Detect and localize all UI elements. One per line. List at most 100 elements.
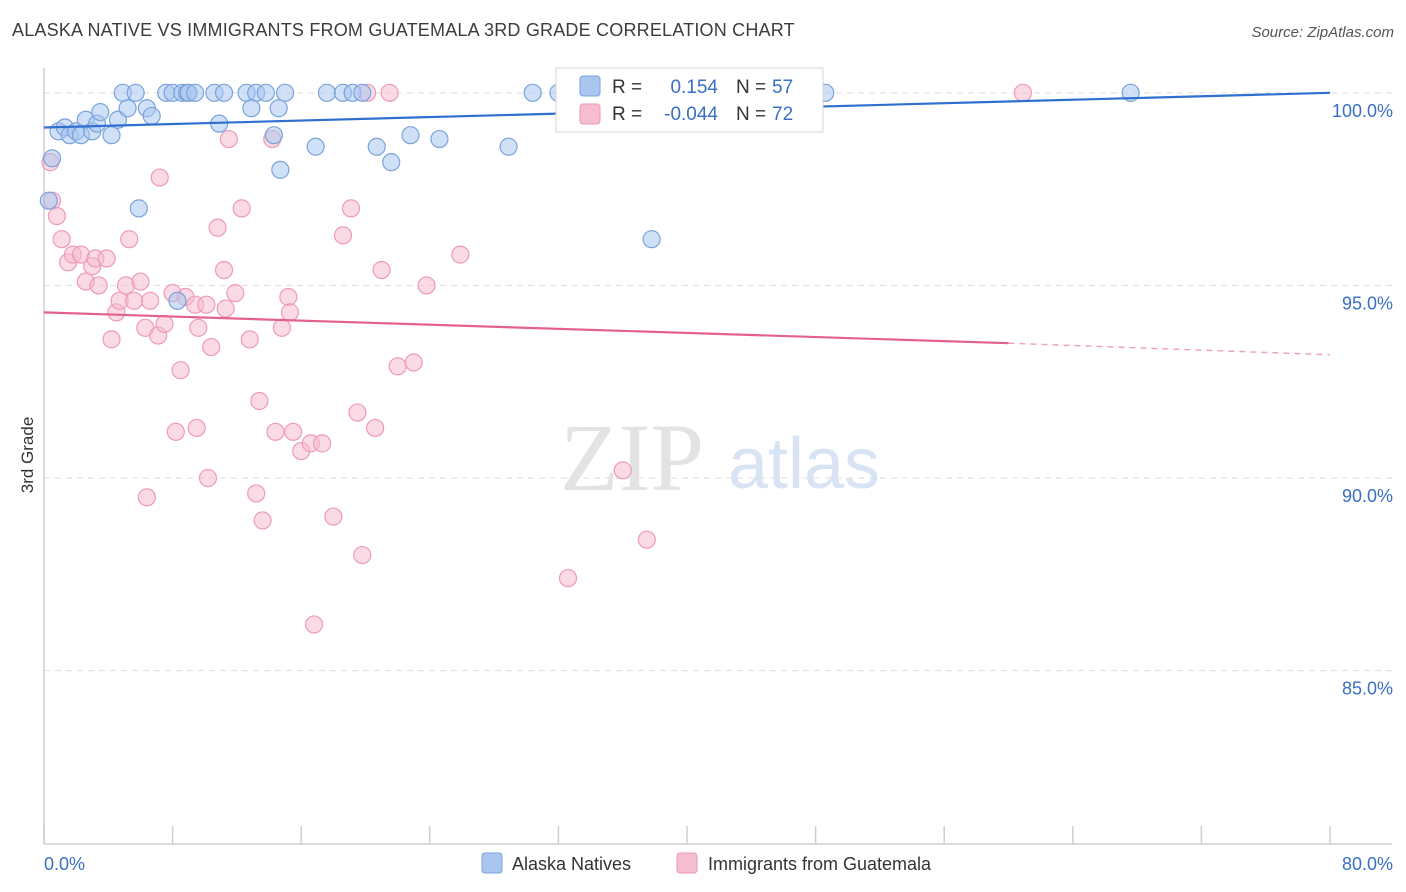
legend-alaska-swatch [481,852,503,874]
alaska-point [214,83,234,102]
watermark-zip: ZIP [560,404,704,511]
stats-legend: R = 0.154 N = 57 R = -0.044 N = 72 [555,67,824,133]
alaska-point [42,149,62,168]
guatemala-point [312,434,332,453]
alaska-point [430,129,449,149]
y-tick-labels: 100.0% 95.0% 90.0% 85.0% [1332,101,1393,699]
guatemala-point [232,199,251,218]
alaska-point [256,83,275,102]
guatemala-point [348,403,367,422]
alaska-point [499,137,518,156]
chart-source: Source: ZipAtlas.com [1251,24,1394,41]
guatemala-point [198,468,218,488]
stats-blue-n-value: 57 [772,77,793,98]
guatemala-point [637,530,656,549]
guatemala-point [216,299,235,318]
legend-guatemala-label: Immigrants from Guatemala [708,854,932,874]
guatemala-point [140,291,160,310]
guatemala-point [137,488,156,507]
guatemala-point [253,511,272,530]
watermark-atlas: atlas [728,424,880,504]
guatemala-point [324,507,343,526]
series-guatemala-points [41,83,1033,634]
guatemala-point [226,284,245,303]
guatemala-trend-line [43,311,1009,345]
guatemala-point [214,260,234,280]
stats-pink-n-value: 72 [772,104,793,125]
guatemala-point [417,276,436,295]
alaska-point [401,126,420,145]
alaska-point [642,230,661,249]
alaska-point [523,83,542,102]
chart-title: ALASKA NATIVE VS IMMIGRANTS FROM GUATEMA… [12,20,795,40]
alaska-point [129,199,148,218]
y-axis-label: 3rd Grade [18,417,37,494]
y-tick-label: 85.0% [1342,679,1393,699]
guatemala-point [304,615,324,634]
legend-guatemala-swatch [676,852,698,874]
x-tick-label-min: 0.0% [44,854,85,874]
alaska-point [367,137,386,156]
guatemala-point [97,249,116,268]
guatemala-point [250,391,269,411]
guatemala-point [219,129,238,149]
bottom-legend: Alaska Natives Immigrants from Guatemala [481,852,932,874]
guatemala-point [333,226,353,245]
guatemala-point [102,330,121,349]
guatemala-point [1013,83,1033,102]
y-tick-label: 100.0% [1332,101,1393,121]
guatemala-point [189,318,208,337]
guatemala-point [558,569,578,588]
guatemala-point [372,260,391,280]
axes [43,68,1392,845]
guatemala-point [404,353,423,372]
guatemala-point [240,330,259,349]
stats-pink-n-label: N = [736,104,766,125]
alaska-point [264,126,283,145]
y-tick-label: 90.0% [1342,486,1393,506]
alaska-point [242,99,261,118]
stats-legend-box [555,67,824,133]
alaska-point [168,291,187,310]
guatemala-trend-extension [1008,342,1331,356]
alaska-point [353,83,372,102]
guatemala-point [247,484,266,503]
guatemala-point [208,218,227,237]
guatemala-point [155,314,174,334]
stats-pink-swatch [579,103,601,125]
stats-blue-r-value: 0.154 [670,77,718,98]
alaska-point [271,160,290,179]
guatemala-point [150,168,169,187]
alaska-point [317,83,337,102]
guatemala-point [171,361,190,380]
guatemala-point [202,337,221,357]
guatemala-point [197,295,216,314]
guatemala-point [279,287,298,307]
guatemala-point [124,291,144,310]
alaska-point [382,153,401,172]
alaska-point [91,102,110,122]
guatemala-point [284,422,303,441]
gridlines [44,92,1392,672]
alaska-point [186,83,205,102]
alaska-point [102,126,121,145]
alaska-point [306,137,325,156]
stats-blue-n-label: N = [736,77,766,98]
guatemala-point [131,272,150,291]
stats-blue-swatch [579,75,601,97]
legend-alaska-label: Alaska Natives [512,854,631,874]
alaska-point [39,191,58,210]
guatemala-point [52,230,71,249]
guatemala-point [366,418,385,438]
alaska-point [118,99,137,118]
guatemala-point [388,357,407,376]
watermark: ZIP atlas [560,404,880,511]
guatemala-point [272,318,292,337]
guatemala-point [451,245,470,264]
x-tick-labels: 0.0% 80.0% [44,854,1393,874]
y-tick-label: 95.0% [1342,293,1393,313]
guatemala-point [280,303,300,322]
alaska-point [126,83,145,102]
guatemala-point [47,206,66,226]
